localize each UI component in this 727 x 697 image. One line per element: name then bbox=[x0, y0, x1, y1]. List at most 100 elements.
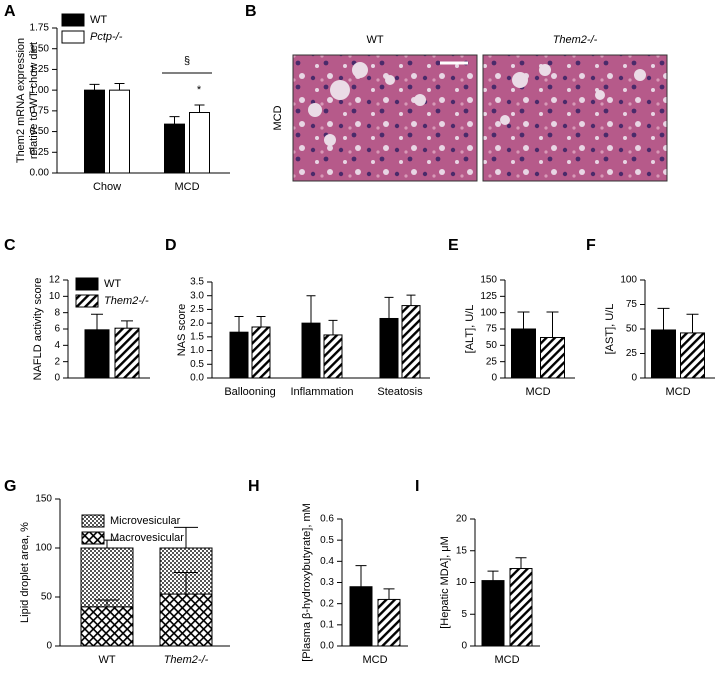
bar bbox=[349, 586, 373, 647]
y-tick-label: 0.6 bbox=[320, 514, 334, 525]
y-tick-label: 1.50 bbox=[30, 43, 50, 54]
y-tick-label: 3.0 bbox=[190, 290, 204, 301]
error-bar bbox=[384, 296, 394, 319]
bar bbox=[377, 598, 401, 647]
panel-label: A bbox=[4, 3, 16, 20]
x-tick-label: WT bbox=[98, 654, 115, 666]
bar bbox=[680, 332, 705, 379]
y-tick-label: 0.3 bbox=[320, 577, 334, 588]
y-tick-label: 150 bbox=[480, 275, 497, 286]
error-bar bbox=[383, 588, 395, 600]
legend-swatch bbox=[75, 277, 99, 291]
histology-image bbox=[482, 54, 668, 182]
x-tick-label: Them2-/- bbox=[164, 654, 209, 666]
bar bbox=[84, 89, 105, 174]
y-tick-label: 5 bbox=[461, 609, 467, 620]
error-bar bbox=[328, 319, 338, 335]
y-tick-label: 0.0 bbox=[320, 641, 334, 652]
y-tick-label: 50 bbox=[626, 324, 638, 335]
panel-label: B bbox=[245, 3, 257, 20]
legend-swatch bbox=[81, 514, 105, 528]
panel-label: I bbox=[415, 478, 419, 495]
y-axis-label: [Plasma β-hydroxybutyrate], mM bbox=[301, 503, 313, 662]
legend-swatch bbox=[61, 13, 85, 27]
y-tick-label: 50 bbox=[41, 592, 53, 603]
panel-label: E bbox=[448, 237, 459, 254]
y-tick-label: 0.50 bbox=[30, 126, 50, 137]
y-axis-label: [AST], U/L bbox=[604, 304, 616, 355]
x-tick-label: MCD bbox=[494, 654, 519, 666]
error-bar bbox=[169, 116, 180, 125]
error-bar bbox=[256, 316, 266, 327]
error-bar bbox=[121, 320, 133, 329]
error-bar bbox=[686, 313, 699, 333]
y-tick-label: 12 bbox=[49, 275, 61, 286]
y-tick-label: 50 bbox=[486, 340, 498, 351]
bar bbox=[301, 322, 321, 379]
y-tick-label: 10 bbox=[456, 577, 468, 588]
legend-swatch bbox=[75, 294, 99, 308]
error-bar bbox=[174, 572, 198, 595]
legend-label: WT bbox=[104, 278, 121, 290]
y-tick-label: 125 bbox=[480, 291, 497, 302]
x-tick-label: Steatosis bbox=[377, 386, 423, 398]
legend-label: Them2-/- bbox=[104, 295, 149, 307]
error-bar bbox=[306, 295, 316, 324]
bar bbox=[164, 123, 185, 174]
bar bbox=[84, 329, 110, 379]
error-bar bbox=[194, 104, 205, 113]
error-bar bbox=[95, 599, 119, 607]
bar bbox=[109, 89, 130, 174]
y-tick-label: 2.5 bbox=[190, 304, 204, 315]
y-tick-label: 0 bbox=[491, 373, 497, 384]
error-bar bbox=[487, 570, 499, 581]
y-tick-label: 4 bbox=[54, 340, 60, 351]
y-tick-label: 3.5 bbox=[190, 277, 204, 288]
y-tick-label: 20 bbox=[456, 514, 468, 525]
y-tick-label: 0 bbox=[54, 373, 60, 384]
bar bbox=[80, 547, 134, 608]
y-tick-label: 8 bbox=[54, 307, 60, 318]
error-bar bbox=[91, 313, 103, 330]
bar bbox=[379, 317, 399, 379]
bar bbox=[651, 329, 676, 379]
annotation: § bbox=[184, 55, 190, 67]
x-tick-label: MCD bbox=[362, 654, 387, 666]
x-tick-label: MCD bbox=[665, 386, 690, 398]
y-tick-label: 0.00 bbox=[30, 168, 50, 179]
bar bbox=[323, 334, 343, 379]
y-tick-label: 0.75 bbox=[30, 105, 50, 116]
legend-swatch bbox=[61, 30, 85, 44]
bar bbox=[509, 568, 533, 647]
y-axis-label: relative to WT chow diet bbox=[28, 42, 40, 159]
bar bbox=[80, 606, 134, 647]
y-tick-label: 75 bbox=[486, 324, 498, 335]
y-tick-label: 0 bbox=[461, 641, 467, 652]
annotation: * bbox=[197, 84, 202, 96]
column-label: WT bbox=[366, 34, 383, 46]
error-bar bbox=[114, 83, 125, 91]
x-tick-label: MCD bbox=[525, 386, 550, 398]
error-bar bbox=[546, 311, 559, 338]
y-tick-label: 6 bbox=[54, 324, 60, 335]
y-axis-label: NAS score bbox=[176, 304, 188, 357]
y-tick-label: 0.1 bbox=[320, 619, 334, 630]
y-axis-label: NAFLD activity score bbox=[32, 278, 44, 381]
bar bbox=[229, 331, 249, 379]
row-label: MCD bbox=[272, 105, 284, 130]
x-tick-label: Chow bbox=[93, 181, 121, 193]
y-tick-label: 1.0 bbox=[190, 345, 204, 356]
y-tick-label: 0.0 bbox=[190, 373, 204, 384]
legend-label: Microvesicular bbox=[110, 515, 181, 527]
y-tick-label: 0.2 bbox=[320, 598, 334, 609]
error-bar bbox=[234, 316, 244, 333]
error-bar bbox=[517, 311, 530, 329]
y-tick-label: 15 bbox=[456, 545, 468, 556]
panel-label: F bbox=[586, 237, 596, 254]
x-tick-label: Inflammation bbox=[291, 386, 354, 398]
y-axis-label: [ALT], U/L bbox=[464, 305, 476, 354]
y-tick-label: 0.5 bbox=[190, 359, 204, 370]
y-tick-label: 100 bbox=[35, 543, 52, 554]
column-label: Them2-/- bbox=[553, 34, 598, 46]
